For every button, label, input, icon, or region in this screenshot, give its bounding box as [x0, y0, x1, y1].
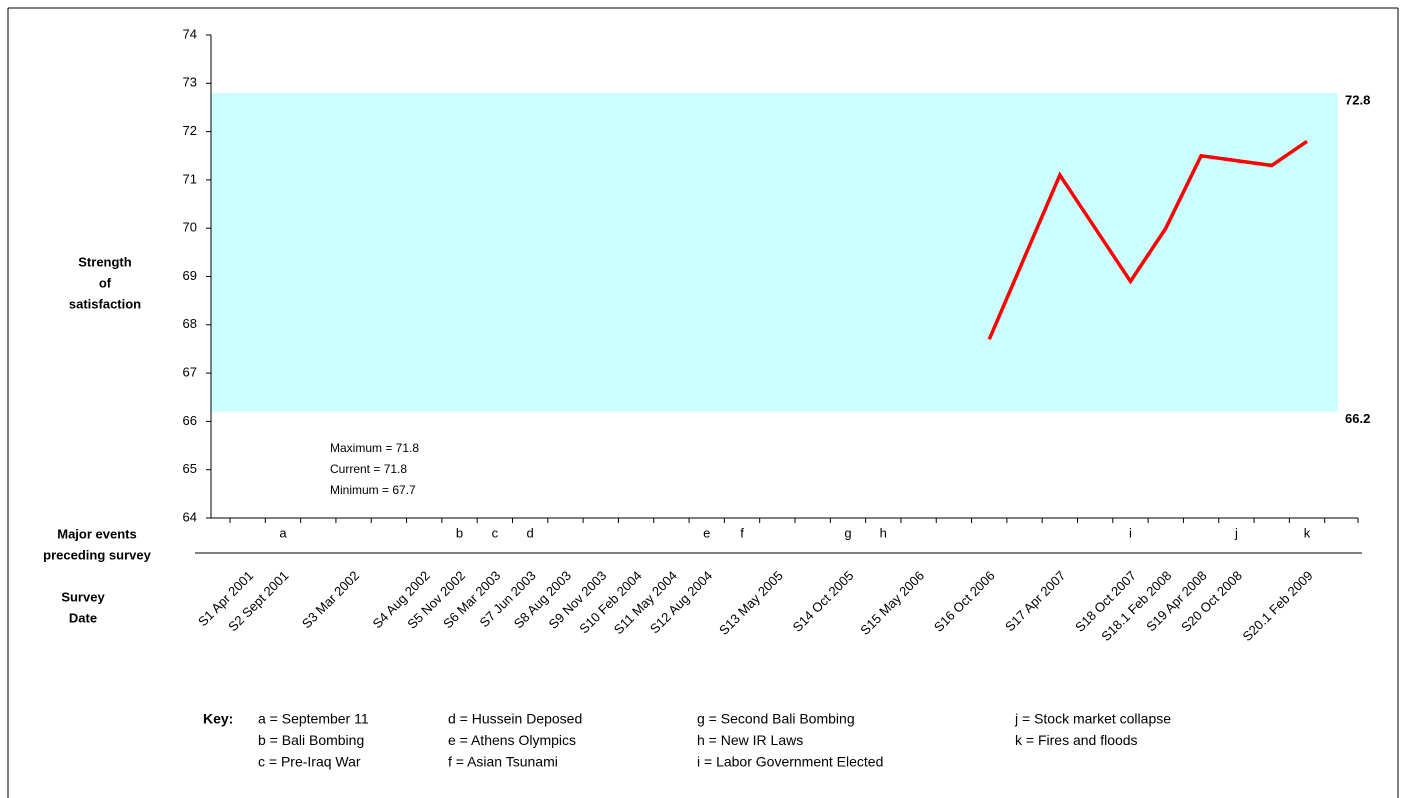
x-tick-label: S16 Oct 2006 [931, 568, 998, 635]
key-item: g = Second Bali Bombing [697, 711, 855, 727]
band-min-label: 66.2 [1345, 411, 1370, 426]
band-max-label: 72.8 [1345, 92, 1370, 107]
y-tick-label: 68 [183, 316, 197, 331]
annotation: Current = 71.8 [330, 462, 407, 476]
annotation: Minimum = 67.7 [330, 483, 416, 497]
range-band [211, 92, 1338, 412]
x-tick-label: S14 Oct 2005 [790, 568, 857, 635]
key-item: j = Stock market collapse [1014, 711, 1171, 727]
key-item: b = Bali Bombing [258, 732, 364, 748]
y-tick-label: 64 [183, 509, 197, 524]
key-item: f = Asian Tsunami [448, 754, 558, 770]
y-tick-label: 65 [183, 461, 197, 476]
event-label: d [527, 525, 534, 540]
x-tick-label: S12 Aug 2004 [647, 568, 715, 636]
key-item: c = Pre-Iraq War [258, 754, 361, 770]
y-tick-label: 69 [183, 268, 197, 283]
event-label: f [740, 525, 744, 540]
key-item: h = New IR Laws [697, 732, 803, 748]
y-tick-label: 71 [183, 171, 197, 186]
y-axis-title: Strength [78, 254, 132, 269]
event-label: e [703, 525, 710, 540]
event-label: i [1129, 525, 1132, 540]
event-label: h [880, 525, 887, 540]
events-title: preceding survey [43, 547, 151, 562]
x-tick-label: S13 May 2005 [716, 568, 786, 638]
event-label: j [1234, 525, 1238, 540]
x-axis-title: Date [69, 610, 97, 625]
y-axis-title: satisfaction [69, 296, 141, 311]
x-tick-label: S17 Apr 2007 [1002, 568, 1068, 634]
data-line [987, 139, 1309, 340]
key-item: k = Fires and floods [1015, 732, 1138, 748]
key-item: d = Hussein Deposed [448, 711, 582, 727]
key-item: a = September 11 [258, 711, 369, 727]
x-tick-label: S15 May 2006 [857, 568, 927, 638]
y-tick-label: 70 [183, 220, 197, 235]
event-label: b [456, 525, 463, 540]
y-tick-label: 74 [183, 26, 197, 41]
event-label: a [279, 525, 287, 540]
x-tick-label: S3 Mar 2002 [299, 568, 362, 631]
key-item: e = Athens Olympics [448, 732, 576, 748]
y-tick-label: 66 [183, 413, 197, 428]
key-item: i = Labor Government Elected [697, 754, 883, 770]
annotation: Maximum = 71.8 [330, 441, 419, 455]
event-label: c [492, 525, 499, 540]
y-tick-label: 67 [183, 365, 197, 380]
y-tick-label: 73 [183, 75, 197, 90]
x-axis-title: Survey [61, 589, 105, 604]
key-title: Key: [203, 711, 233, 727]
event-label: k [1304, 525, 1311, 540]
y-axis-title: of [99, 275, 112, 290]
events-title: Major events [57, 526, 136, 541]
event-label: g [844, 525, 851, 540]
x-tick-label: S20.1 Feb 2009 [1240, 568, 1316, 644]
y-tick-label: 72 [183, 123, 197, 138]
